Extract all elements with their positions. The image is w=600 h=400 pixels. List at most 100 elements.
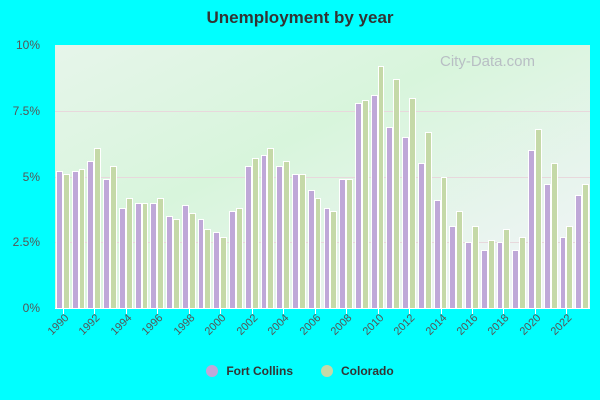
bar-fort-collins-2022[interactable]	[559, 237, 567, 308]
legend-item-fort-collins[interactable]: Fort Collins	[206, 364, 293, 378]
bar-colorado-2016[interactable]	[471, 226, 479, 308]
bar-colorado-2014[interactable]	[440, 176, 448, 308]
y-tick-label: 10%	[15, 38, 40, 52]
bar-colorado-2015[interactable]	[456, 210, 464, 308]
x-tick-mark	[503, 308, 505, 314]
bar-fort-collins-2007[interactable]	[323, 208, 331, 308]
x-tick-label: 2008	[328, 312, 355, 338]
bar-colorado-2005[interactable]	[298, 173, 306, 308]
bar-series	[55, 45, 590, 308]
bar-colorado-2009[interactable]	[361, 100, 369, 308]
bar-fort-collins-1998[interactable]	[181, 205, 189, 308]
bar-fort-collins-2018[interactable]	[496, 242, 504, 308]
bar-fort-collins-1999[interactable]	[197, 218, 205, 308]
bar-fort-collins-2020[interactable]	[528, 150, 535, 308]
bar-colorado-1990[interactable]	[62, 173, 70, 308]
bar-fort-collins-1994[interactable]	[118, 208, 126, 308]
x-tick-label: 2002	[234, 312, 261, 338]
bar-fort-collins-2023[interactable]	[575, 194, 583, 308]
bar-colorado-2021[interactable]	[550, 163, 558, 308]
bar-fort-collins-2001[interactable]	[229, 210, 236, 308]
x-tick-label: 1994	[108, 312, 135, 338]
x-tick-mark	[220, 308, 222, 314]
x-tick-label: 1990	[45, 312, 72, 338]
bar-fort-collins-2009[interactable]	[354, 102, 362, 308]
watermark: City-Data.com	[440, 53, 536, 70]
x-tick-mark	[409, 308, 411, 314]
legend-item-colorado[interactable]: Colorado	[321, 364, 394, 378]
y-tick-label: 2.5%	[12, 235, 40, 250]
x-tick-mark	[283, 308, 285, 314]
bar-colorado-1993[interactable]	[110, 165, 117, 308]
bar-fort-collins-2021[interactable]	[543, 184, 551, 308]
bar-fort-collins-2002[interactable]	[244, 165, 252, 308]
bar-fort-collins-2011[interactable]	[386, 126, 394, 308]
bar-fort-collins-1997[interactable]	[166, 215, 173, 308]
gridline	[55, 110, 590, 112]
bar-fort-collins-2005[interactable]	[292, 173, 299, 308]
bar-colorado-2017[interactable]	[487, 239, 495, 308]
bar-fort-collins-1992[interactable]	[87, 160, 95, 308]
bar-colorado-2001[interactable]	[235, 208, 243, 308]
bar-colorado-1995[interactable]	[141, 202, 149, 308]
bar-colorado-2003[interactable]	[267, 147, 275, 308]
bar-fort-collins-2013[interactable]	[417, 163, 425, 308]
x-tick-label: 2000	[202, 312, 229, 338]
bar-colorado-2012[interactable]	[409, 97, 416, 308]
bar-colorado-1994[interactable]	[125, 197, 133, 308]
bar-colorado-2018[interactable]	[503, 229, 511, 308]
bar-colorado-1999[interactable]	[204, 229, 212, 308]
bar-colorado-1991[interactable]	[78, 168, 86, 308]
bar-fort-collins-2003[interactable]	[260, 155, 268, 308]
bar-colorado-2022[interactable]	[566, 226, 574, 308]
x-tick-mark	[471, 308, 473, 314]
legend-label: Colorado	[341, 364, 394, 378]
bar-colorado-1997[interactable]	[173, 218, 180, 308]
bar-fort-collins-2015[interactable]	[449, 226, 457, 308]
bar-colorado-2011[interactable]	[393, 79, 401, 308]
x-tick-label: 2014	[423, 312, 449, 338]
bar-fort-collins-2017[interactable]	[480, 250, 488, 308]
x-tick-label: 2018	[486, 312, 512, 338]
bar-fort-collins-1993[interactable]	[103, 179, 111, 308]
x-tick-mark	[62, 308, 64, 314]
bar-colorado-2023[interactable]	[582, 184, 589, 308]
bar-fort-collins-2010[interactable]	[370, 94, 378, 308]
x-tick-mark	[94, 308, 96, 314]
y-tick-label: 0%	[22, 301, 40, 315]
chart-title: Unemployment by year	[206, 8, 394, 27]
x-tick-mark	[125, 308, 127, 314]
bar-fort-collins-2008[interactable]	[339, 179, 347, 308]
bar-colorado-2002[interactable]	[251, 158, 259, 308]
bar-colorado-2013[interactable]	[424, 131, 432, 308]
bar-colorado-1996[interactable]	[157, 197, 165, 308]
y-tick-label: 5%	[22, 169, 40, 184]
colorado-swatch-icon	[321, 365, 333, 377]
bar-colorado-2006[interactable]	[314, 197, 322, 308]
bar-fort-collins-2000[interactable]	[213, 231, 221, 308]
x-tick-label: 1996	[139, 312, 166, 338]
bar-fort-collins-2019[interactable]	[512, 250, 520, 308]
bar-fort-collins-2014[interactable]	[433, 200, 441, 308]
bar-colorado-1998[interactable]	[188, 213, 196, 308]
bar-fort-collins-1995[interactable]	[134, 202, 142, 308]
bar-colorado-2019[interactable]	[519, 237, 527, 308]
bar-colorado-2000[interactable]	[220, 237, 228, 308]
bar-fort-collins-2006[interactable]	[307, 189, 315, 308]
bar-fort-collins-1990[interactable]	[56, 171, 63, 308]
x-tick-mark	[188, 308, 190, 314]
bar-colorado-2020[interactable]	[534, 129, 542, 308]
legend-label: Fort Collins	[226, 364, 293, 378]
bar-fort-collins-2016[interactable]	[465, 242, 472, 308]
bar-colorado-2008[interactable]	[346, 179, 353, 308]
x-tick-label: 2010	[360, 312, 387, 338]
bar-colorado-2010[interactable]	[377, 66, 385, 308]
bar-fort-collins-2004[interactable]	[276, 165, 284, 308]
bar-fort-collins-1991[interactable]	[71, 171, 79, 308]
x-tick-label: 2004	[265, 312, 292, 338]
bar-colorado-1992[interactable]	[94, 147, 102, 308]
bar-fort-collins-1996[interactable]	[150, 202, 158, 308]
bar-fort-collins-2012[interactable]	[402, 137, 410, 308]
bar-colorado-2007[interactable]	[330, 210, 338, 308]
bar-colorado-2004[interactable]	[283, 160, 291, 308]
